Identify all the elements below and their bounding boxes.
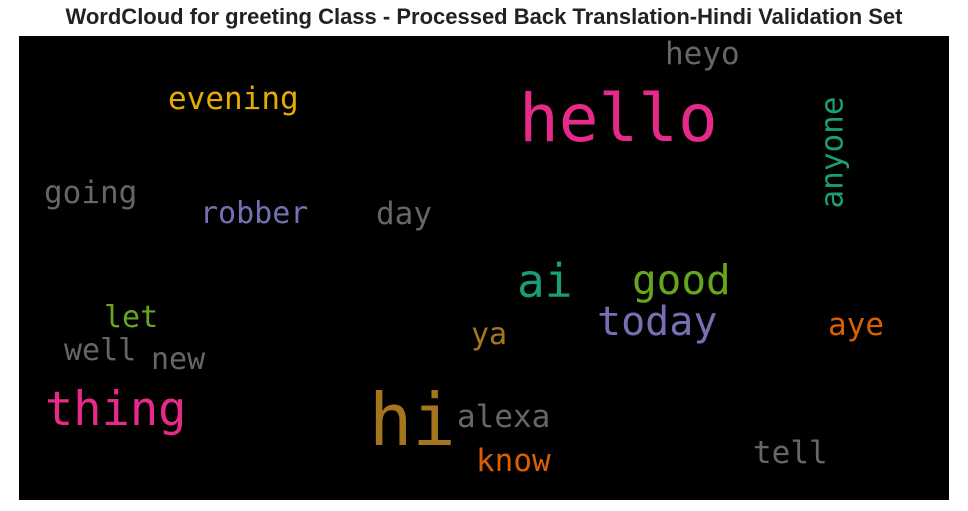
- word-hi: hi: [369, 378, 456, 462]
- word-thing: thing: [45, 382, 187, 437]
- word-hello: hello: [519, 80, 718, 157]
- word-alexa: alexa: [457, 399, 551, 435]
- word-anyone: anyone: [813, 96, 850, 208]
- word-let: let: [104, 300, 159, 335]
- word-going: going: [44, 175, 138, 211]
- word-good: good: [632, 256, 731, 304]
- word-ai: ai: [517, 254, 573, 308]
- word-tell: tell: [753, 435, 828, 471]
- word-evening: evening: [168, 81, 299, 117]
- word-ya: ya: [471, 317, 508, 352]
- chart-title: WordCloud for greeting Class - Processed…: [65, 4, 903, 29]
- word-well: well: [64, 333, 137, 368]
- word-know: know: [476, 443, 551, 479]
- word-day: day: [376, 196, 432, 232]
- word-aye: aye: [828, 307, 884, 343]
- word-heyo: heyo: [665, 36, 740, 72]
- word-new: new: [151, 342, 206, 377]
- wordcloud-canvas: hello hi thing ai good today anyone evening goin…: [19, 36, 949, 500]
- word-today: today: [597, 299, 718, 345]
- word-robber: robber: [200, 196, 309, 231]
